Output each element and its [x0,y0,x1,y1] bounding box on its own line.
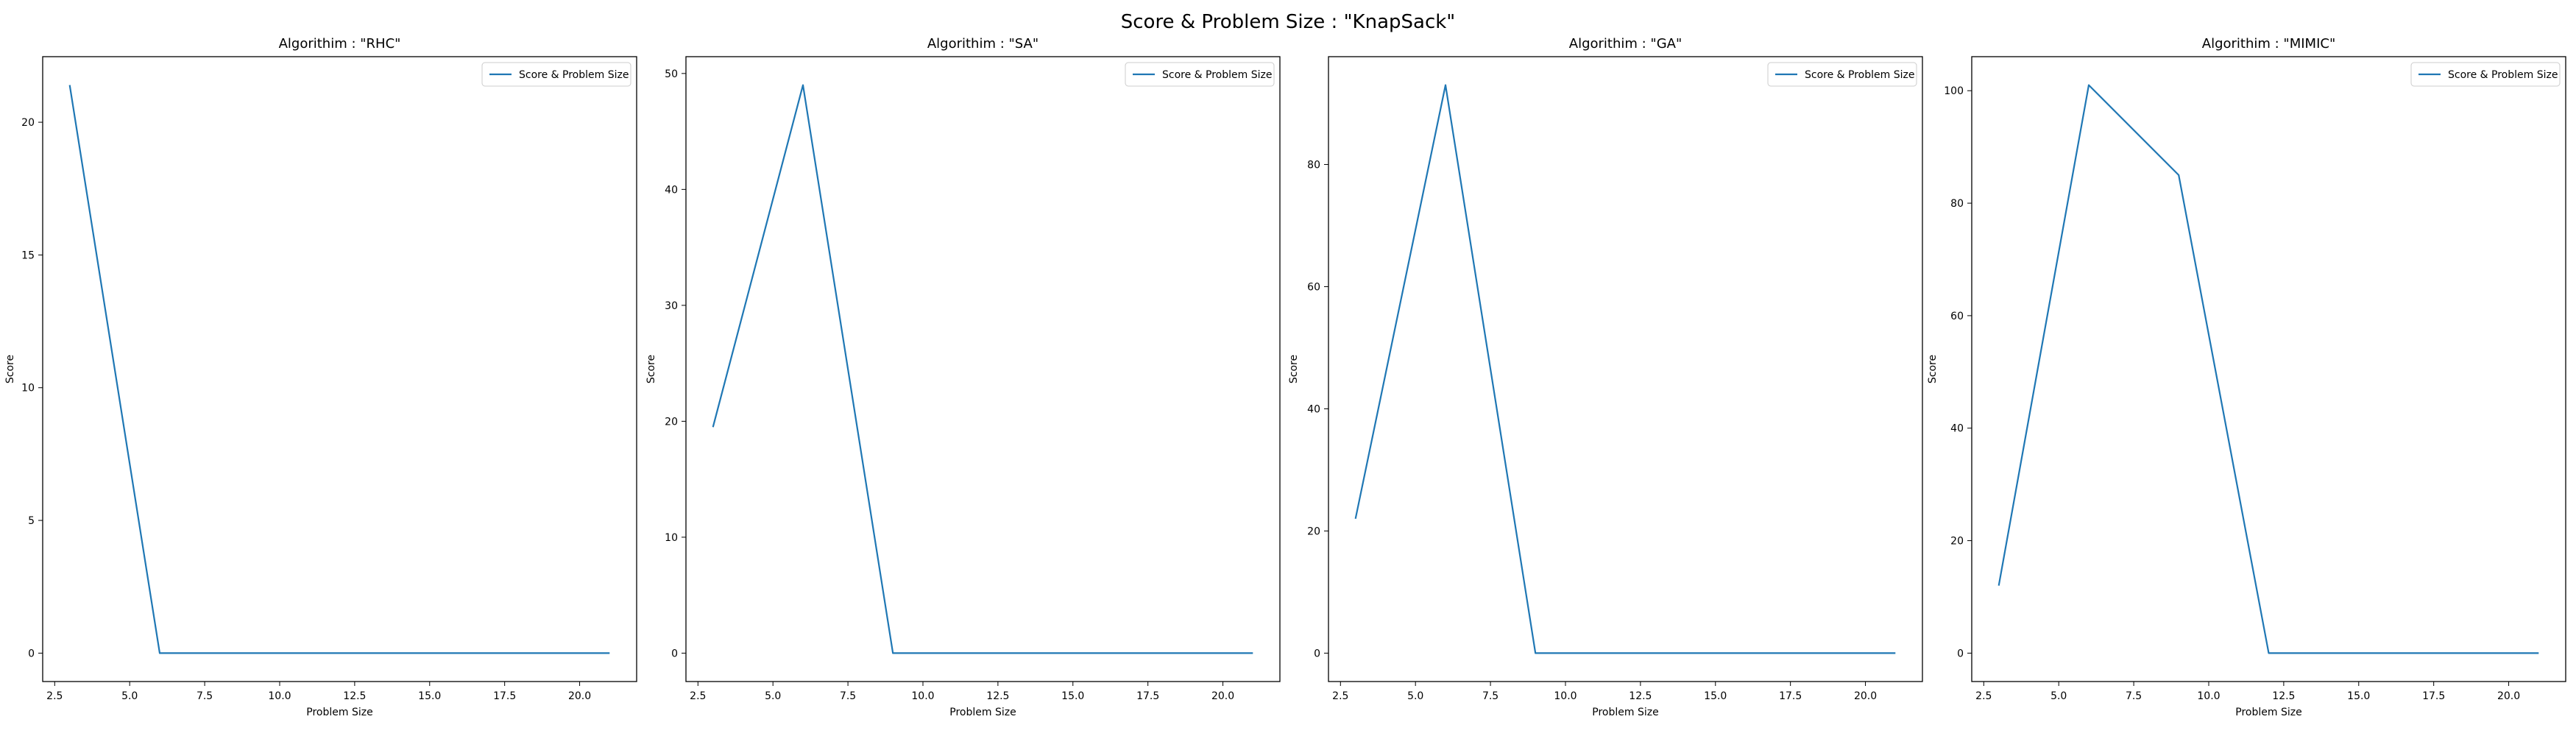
x-tick-label: 5.0 [765,690,781,702]
y-tick-label: 0 [28,648,35,659]
y-tick-label: 60 [1307,281,1320,293]
y-axis-label: Score [4,355,16,383]
axes-frame [1971,56,2566,682]
chart-title: Algorithim : "SA" [927,36,1038,52]
x-tick-label: 2.5 [690,690,706,702]
y-tick-label: 50 [665,68,678,80]
y-tick-label: 20 [1950,536,1964,548]
series-line-1 [68,85,610,654]
y-tick-label: 0 [671,648,678,659]
x-axis-label: Problem Size [949,707,1016,718]
legend: Score & Problem Size [1767,62,1917,87]
y-tick-label: 40 [1950,423,1964,435]
x-tick-label: 17.5 [1136,690,1159,702]
y-tick-label: 100 [1944,85,1964,97]
y-tick-label: 10 [665,532,678,544]
chart-panel-2: Algorithim : "SA" 2.5 5.0 7.5 10.0 12.5 15.0 17… [645,36,1281,718]
x-tick-label: 7.5 [2126,690,2142,702]
x-tick-label: 15.0 [2347,690,2370,702]
y-tick-label: 10 [21,383,35,394]
y-tick-label: 20 [1307,526,1320,537]
x-tick-label: 20.0 [2497,690,2520,702]
legend-box [481,62,631,87]
legend-box [1767,62,1917,87]
x-tick-label: 17.5 [1779,690,1802,702]
x-axis-label: Problem Size [306,707,372,718]
legend-box [2410,62,2561,87]
x-tick-label: 17.5 [2422,690,2445,702]
chart-panel-3: Algorithim : "GA" 2.5 5.0 7.5 10.0 12.5 15.0 17… [1288,36,1923,718]
x-tick-label: 15.0 [418,690,441,702]
y-tick-label: 40 [1307,403,1320,415]
y-axis-label: Score [1288,355,1300,383]
x-axis-label: Problem Size [1592,707,1658,718]
legend: Score & Problem Size [2410,62,2561,87]
series-line-1 [1354,84,1896,654]
legend: Score & Problem Size [481,62,631,87]
axes-frame [42,56,637,682]
series-line-1 [1998,84,2539,654]
x-tick-label: 20.0 [1211,690,1234,702]
y-tick-label: 0 [1314,648,1320,659]
x-tick-label: 10.0 [1554,690,1577,702]
y-tick-label: 30 [665,300,678,312]
y-tick-label: 5 [28,515,35,527]
x-tick-label: 2.5 [46,690,63,702]
y-axis-label: Score [645,355,657,383]
legend-box [1125,62,1275,87]
x-tick-label: 17.5 [493,690,516,702]
x-tick-label: 7.5 [197,690,213,702]
figure-suptitle: Score & Problem Size : "KnapSack" [1121,11,1456,33]
chart-title: Algorithim : "RHC" [279,36,401,52]
x-tick-label: 7.5 [1482,690,1498,702]
x-tick-label: 5.0 [121,690,138,702]
legend-label: Score & Problem Size [2448,69,2558,81]
y-tick-label: 15 [21,250,35,261]
y-tick-label: 20 [21,117,35,129]
y-tick-label: 20 [665,416,678,428]
y-tick-label: 0 [1957,648,1964,659]
x-tick-label: 20.0 [1854,690,1877,702]
legend-label: Score & Problem Size [519,69,629,81]
x-tick-label: 10.0 [2197,690,2220,702]
x-tick-label: 7.5 [840,690,856,702]
chart-panel-4: Algorithim : "MIMIC" 2.5 5.0 7.5 10.0 12.5 15.… [1927,36,2566,718]
chart-title: Algorithim : "MIMIC" [2202,36,2335,52]
y-tick-label: 40 [665,184,678,196]
x-tick-label: 2.5 [1332,690,1348,702]
x-tick-label: 12.5 [343,690,366,702]
x-tick-label: 15.0 [1704,690,1727,702]
series-line-1 [712,84,1253,654]
x-tick-label: 5.0 [2050,690,2067,702]
x-tick-label: 10.0 [268,690,291,702]
y-axis-label: Score [1927,355,1939,383]
y-tick-label: 80 [1307,159,1320,171]
x-tick-label: 5.0 [1407,690,1423,702]
x-tick-label: 12.5 [2272,690,2295,702]
legend: Score & Problem Size [1125,62,1275,87]
chart-panel-1: Algorithim : "RHC" 2.5 5.0 7.5 10.0 12.5 15.0 1… [4,36,637,718]
x-tick-label: 20.0 [568,690,591,702]
legend-label: Score & Problem Size [1162,69,1272,81]
panels: Algorithim : "RHC" 2.5 5.0 7.5 10.0 12.5 15.0 1… [4,36,2566,718]
x-tick-label: 10.0 [911,690,934,702]
x-tick-label: 12.5 [1629,690,1652,702]
x-axis-label: Problem Size [2235,707,2301,718]
x-tick-label: 2.5 [1975,690,1992,702]
chart-title: Algorithim : "GA" [1569,36,1682,52]
y-tick-label: 80 [1950,198,1964,210]
y-tick-label: 60 [1950,311,1964,322]
axes-frame [1328,56,1923,682]
axes-frame [685,56,1281,682]
x-tick-label: 15.0 [1061,690,1084,702]
x-tick-label: 12.5 [986,690,1009,702]
legend-label: Score & Problem Size [1805,69,1914,81]
